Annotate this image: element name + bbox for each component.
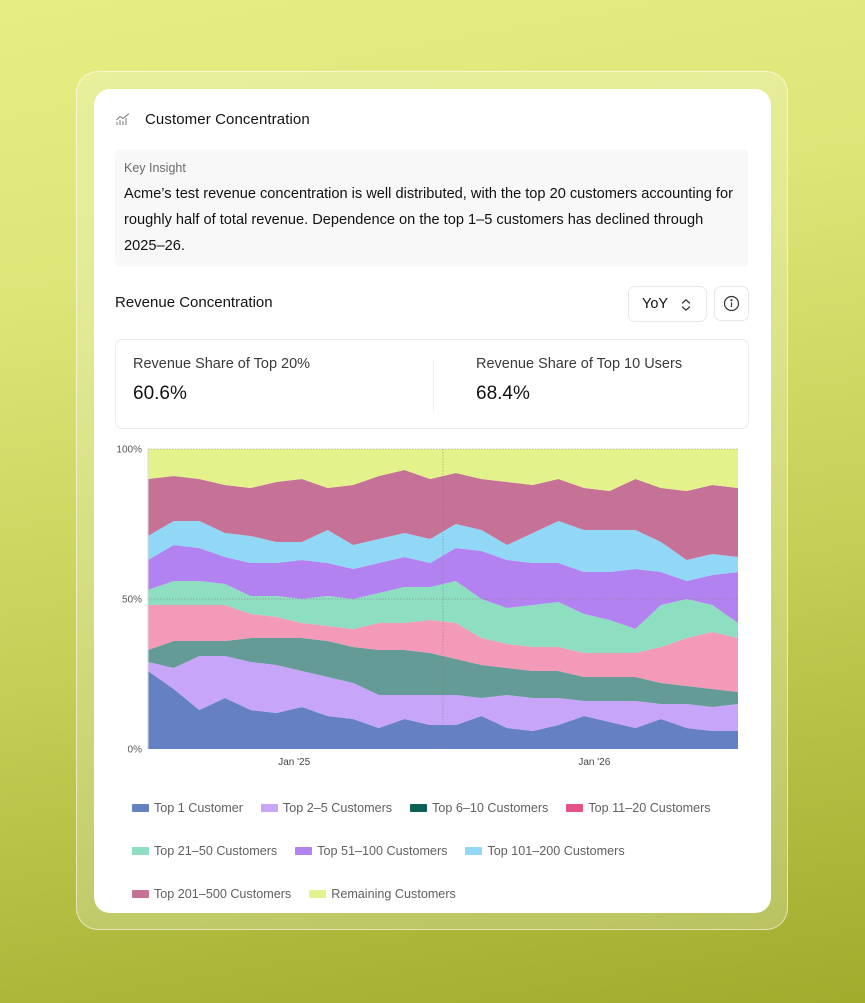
legend-swatch	[132, 846, 149, 855]
legend-item[interactable]: Remaining Customers	[309, 885, 456, 902]
legend-item[interactable]: Top 6–10 Customers	[410, 799, 548, 816]
y-tick-label: 0%	[128, 745, 143, 756]
legend-swatch	[309, 889, 327, 898]
stat-label: Revenue Share of Top 10 Users	[476, 356, 683, 372]
legend-item[interactable]: Top 11–20 Customers	[566, 799, 711, 816]
area-top-2-5-customers[interactable]	[148, 656, 738, 731]
chevron-up-down-icon	[681, 299, 691, 311]
info-button[interactable]	[714, 286, 749, 321]
legend-swatch	[132, 889, 149, 898]
legend-label: Top 1 Customer	[154, 800, 243, 815]
y-tick-label: 100%	[116, 445, 142, 456]
area-top-201-500-customers[interactable]	[148, 470, 738, 560]
y-tick-label: 50%	[122, 595, 142, 606]
stats-panel: Revenue Share of Top 20% 60.6% Revenue S…	[115, 339, 749, 429]
info-icon	[723, 295, 740, 312]
legend-label: Top 11–20 Customers	[588, 800, 711, 815]
customer-concentration-card: Customer Concentration Key Insight Acme’…	[94, 89, 771, 913]
legend-swatch	[566, 803, 584, 812]
legend-label: Top 6–10 Customers	[432, 800, 549, 815]
area-top-21-50-customers[interactable]	[148, 581, 738, 653]
stat-label: Revenue Share of Top 20%	[133, 356, 311, 372]
x-tick-label: Jan '25	[278, 757, 310, 768]
section-title: Revenue Concentration	[115, 294, 273, 311]
legend-label: Top 51–100 Customers	[317, 843, 448, 858]
stat-top-10-users: Revenue Share of Top 10 Users 68.4%	[476, 356, 682, 405]
legend-item[interactable]: Top 21–50 Customers	[132, 842, 277, 859]
area-remaining-customers[interactable]	[148, 449, 738, 491]
legend-label: Remaining Customers	[331, 886, 456, 901]
legend-label: Top 21–50 Customers	[154, 843, 278, 858]
chart-trend-icon	[116, 113, 130, 125]
legend-swatch	[295, 846, 313, 855]
legend-swatch	[465, 846, 483, 855]
chart-legend: Top 1 Customer Top 2–5 Customers Top 6–10 …	[132, 799, 752, 902]
key-insight-box: Key Insight Acme’s test revenue concentr…	[115, 149, 748, 267]
area-top-51-100-customers[interactable]	[148, 545, 738, 629]
key-insight-text: Acme’s test revenue concentration is wel…	[124, 186, 733, 254]
stat-value: 60.6%	[133, 383, 187, 404]
area-top-101-200-customers[interactable]	[148, 521, 738, 581]
legend-swatch	[260, 803, 278, 812]
period-select-value: YoY	[642, 296, 669, 312]
legend-item[interactable]: Top 101–200 Customers	[465, 842, 625, 859]
x-tick-label: Jan '26	[578, 757, 610, 768]
area-top-1-customer[interactable]	[148, 671, 738, 749]
legend-item[interactable]: Top 2–5 Customers	[260, 799, 393, 816]
legend-swatch	[132, 803, 149, 812]
stat-top-20-percent: Revenue Share of Top 20% 60.6%	[133, 356, 310, 405]
legend-item[interactable]: Top 201–500 Customers	[132, 885, 291, 902]
legend-label: Top 2–5 Customers	[282, 800, 393, 815]
area-top-11-20-customers[interactable]	[148, 605, 738, 692]
card-title: Customer Concentration	[145, 110, 310, 128]
legend-item[interactable]: Top 1 Customer	[132, 799, 243, 816]
stats-divider	[433, 360, 434, 412]
card-header: Customer Concentration	[115, 109, 310, 129]
stat-value: 68.4%	[476, 383, 530, 404]
period-select[interactable]: YoY	[628, 286, 707, 322]
key-insight-label: Key Insight	[124, 161, 186, 175]
stacked-area-chart[interactable]: 0% 50% 100% Jan '25 Jan '26	[94, 434, 771, 774]
legend-label: Top 101–200 Customers	[487, 843, 625, 858]
legend-swatch	[410, 803, 428, 812]
legend-item[interactable]: Top 51–100 Customers	[295, 842, 447, 859]
legend-label: Top 201–500 Customers	[154, 886, 292, 901]
area-top-6-10-customers[interactable]	[148, 638, 738, 707]
